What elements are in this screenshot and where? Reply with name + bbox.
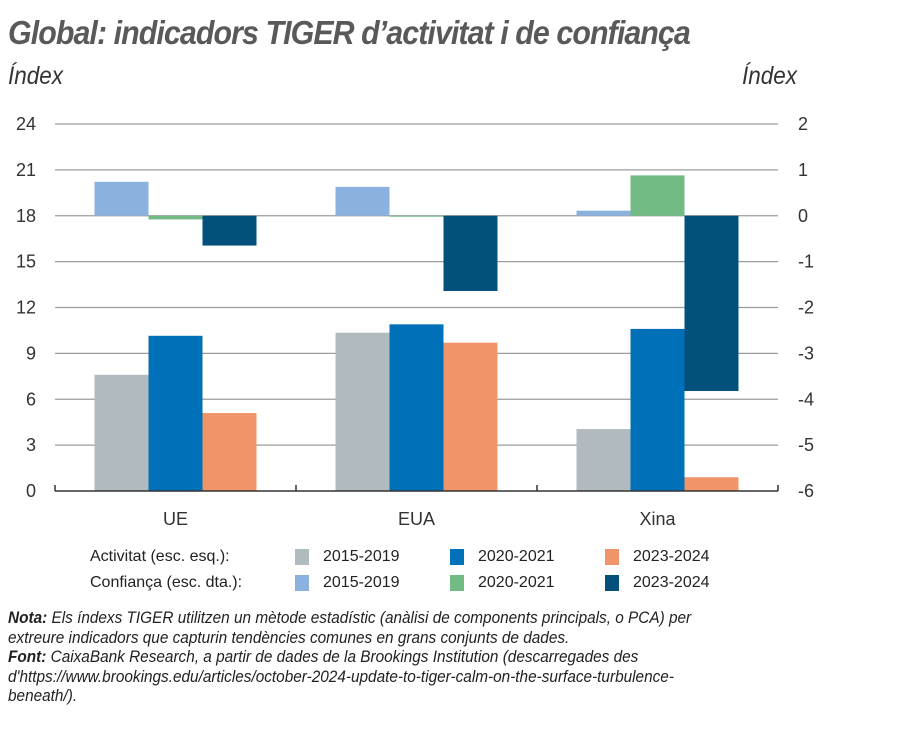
right-tick-label: -2 [798, 298, 814, 318]
bar-activity-2015-2019 [335, 332, 390, 491]
legend-item: 2015-2019 [295, 548, 450, 566]
legend-swatch [295, 575, 309, 591]
legend-item: 2020-2021 [450, 574, 605, 592]
right-tick-label: 0 [798, 206, 808, 226]
bar-confidence-2015-2019 [335, 186, 390, 216]
left-tick-label: 21 [16, 160, 36, 180]
bar-confidence-2023-2024 [684, 215, 739, 391]
left-tick-label: 9 [26, 343, 36, 363]
legend-item: 2023-2024 [605, 548, 760, 566]
legend-item: 2023-2024 [605, 574, 760, 592]
right-tick-label: -3 [798, 343, 814, 363]
chart-notes: Nota: Els índexs TIGER utilitzen un mèto… [8, 609, 715, 707]
category-label: EUA [398, 509, 435, 529]
legend-row-label: Confiança (esc. dta.): [90, 574, 243, 591]
right-axis-ticks: -6 -5 -4 -3 -2 -1 0 1 2 [798, 114, 814, 501]
legend-swatch [450, 549, 464, 565]
note-text: Els índexs TIGER utilitzen un mètode est… [8, 609, 692, 647]
left-axis-unit: Índex [8, 62, 64, 90]
right-tick-label: -5 [798, 435, 814, 455]
legend-swatch [605, 575, 619, 591]
bar-confidence-2020-2021 [389, 215, 444, 217]
left-tick-label: 0 [26, 481, 36, 501]
bar-activity-2023-2024 [202, 413, 257, 491]
bar-confidence-2015-2019 [94, 181, 149, 216]
bar-confidence-2015-2019 [576, 210, 631, 216]
left-tick-label: 6 [26, 389, 36, 409]
x-axis [54, 485, 779, 492]
chart-title: Global: indicadors TIGER d’activitat i d… [8, 14, 691, 51]
legend-item-label: 2015-2019 [323, 574, 400, 591]
right-tick-label: 1 [798, 160, 808, 180]
bar-confidence-2020-2021 [630, 175, 685, 216]
legend-item-label: 2020-2021 [478, 548, 555, 565]
bar-confidence-2020-2021 [148, 215, 203, 220]
legend-item-label: 2023-2024 [633, 548, 710, 565]
source: Font: CaixaBank Research, a partir de da… [8, 648, 715, 707]
left-tick-label: 24 [16, 114, 36, 134]
source-label: Font: [8, 648, 47, 666]
category-labels: UE EUA Xina [163, 509, 677, 529]
left-tick-label: 18 [16, 206, 36, 226]
right-tick-label: -6 [798, 481, 814, 501]
legend: Activitat (esc. esq.): 2015-2019 2020-20… [90, 544, 760, 596]
bar-confidence-2023-2024 [202, 215, 257, 246]
legend-item-label: 2015-2019 [323, 548, 400, 565]
bar-activity-2020-2021 [148, 335, 203, 491]
left-tick-label: 12 [16, 298, 36, 318]
category-label: Xina [639, 509, 676, 529]
legend-row-activity: Activitat (esc. esq.): 2015-2019 2020-20… [90, 544, 760, 570]
source-text: CaixaBank Research, a partir de dades de… [8, 648, 674, 705]
bar-activity-2015-2019 [576, 429, 631, 491]
bar-activity-2023-2024 [443, 342, 498, 491]
category-label: UE [163, 509, 188, 529]
legend-item: 2015-2019 [295, 574, 450, 592]
note: Nota: Els índexs TIGER utilitzen un mèto… [8, 609, 715, 648]
legend-swatch [295, 549, 309, 565]
legend-item-label: 2020-2021 [478, 574, 555, 591]
left-tick-label: 3 [26, 435, 36, 455]
right-axis-unit: Índex [742, 62, 798, 90]
left-axis-ticks: 0 3 6 9 12 15 18 21 24 [16, 114, 36, 501]
legend-swatch [605, 549, 619, 565]
right-tick-label: -1 [798, 252, 814, 272]
legend-row-label: Activitat (esc. esq.): [90, 548, 230, 565]
legend-item: 2020-2021 [450, 548, 605, 566]
right-tick-label: -4 [798, 389, 814, 409]
bars [94, 175, 739, 491]
legend-swatch [450, 575, 464, 591]
legend-row-confidence: Confiança (esc. dta.): 2015-2019 2020-20… [90, 570, 760, 596]
bar-confidence-2023-2024 [443, 215, 498, 291]
note-label: Nota: [8, 609, 48, 627]
legend-item-label: 2023-2024 [633, 574, 710, 591]
right-tick-label: 2 [798, 114, 808, 134]
bar-activity-2015-2019 [94, 374, 149, 491]
left-tick-label: 15 [16, 252, 36, 272]
bar-activity-2020-2021 [389, 324, 444, 491]
bar-activity-2020-2021 [630, 328, 685, 491]
bar-activity-2023-2024 [684, 477, 739, 491]
